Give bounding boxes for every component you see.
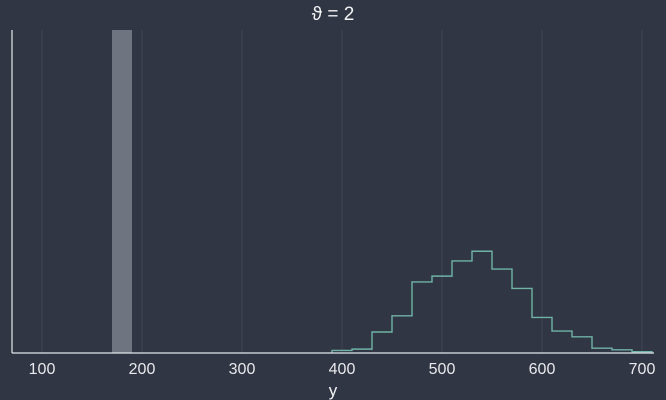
x-tick-label-400: 400 xyxy=(329,361,356,378)
x-tick-label-300: 300 xyxy=(229,361,256,378)
highlight-bar-layer xyxy=(112,30,132,353)
x-tick-labels: 100 200 300 400 500 600 700 xyxy=(29,361,656,378)
x-tick-label-700: 700 xyxy=(629,361,656,378)
histogram-step-line xyxy=(331,250,653,353)
x-tick-label-100: 100 xyxy=(29,361,56,378)
x-tick-label-500: 500 xyxy=(429,361,456,378)
highlight-bar xyxy=(112,30,132,353)
axes xyxy=(11,30,654,354)
x-axis-title: y xyxy=(329,381,338,400)
chart-title: ϑ = 2 xyxy=(312,4,355,25)
grid-lines xyxy=(41,30,643,353)
histogram-layer xyxy=(331,250,653,353)
x-tick-label-200: 200 xyxy=(129,361,156,378)
x-tick-label-600: 600 xyxy=(529,361,556,378)
